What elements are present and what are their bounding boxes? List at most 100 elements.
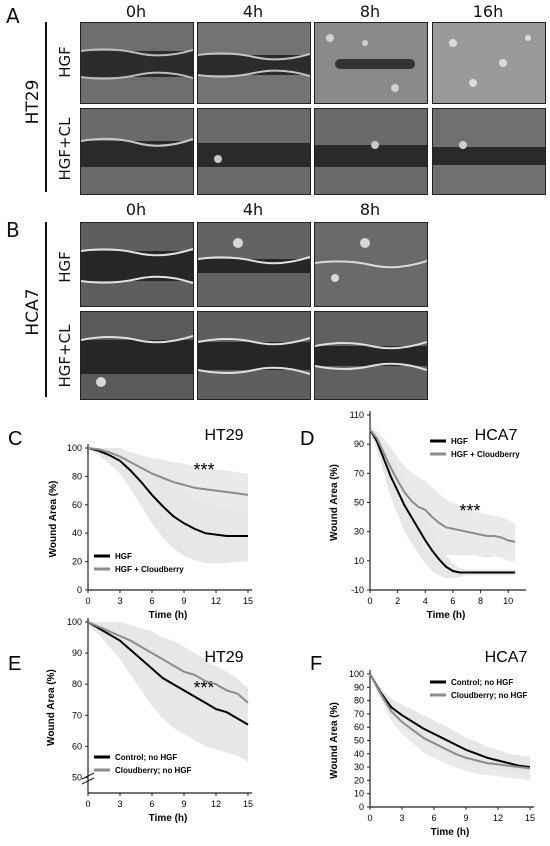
y-axis-label-c: Wound Area (%) bbox=[48, 481, 59, 558]
y-tick-label-c: 60 bbox=[72, 500, 82, 510]
y-tick-label-e: 90 bbox=[72, 648, 82, 658]
micrograph-b-hgfcl-8h bbox=[314, 311, 428, 400]
time-label-a-8h: 8h bbox=[359, 2, 381, 21]
x-tick-label-e: 15 bbox=[243, 799, 253, 809]
series-line-e-1 bbox=[87, 621, 249, 704]
legend-label-d-1: HGF + Cloudberry bbox=[451, 450, 520, 459]
micrograph-a-hgf-16h bbox=[432, 22, 546, 104]
y-tick-label-d: 70 bbox=[354, 468, 364, 478]
x-tick-label-d: 4 bbox=[423, 596, 428, 606]
micrograph-a-hgfcl-4h bbox=[197, 108, 311, 195]
y-tick-label-e: 50 bbox=[72, 772, 82, 782]
y-tick-label-d: 30 bbox=[354, 527, 364, 537]
y-axis-label-f: Wound Area (%) bbox=[329, 702, 340, 779]
time-label-b-8h: 8h bbox=[359, 200, 381, 219]
error-band-e-0 bbox=[88, 622, 248, 762]
micrograph-b-hgfcl-0h bbox=[80, 311, 194, 400]
y-tick-label-f: 50 bbox=[354, 736, 364, 746]
chart-title-d: HCA7 bbox=[475, 427, 518, 444]
error-band-f-1 bbox=[370, 674, 530, 781]
x-tick-label-e: 3 bbox=[117, 799, 122, 809]
legend-label-e-1: Cloudberry; no HGF bbox=[115, 766, 192, 775]
y-axis-label-e: Wound Area (%) bbox=[46, 669, 57, 746]
y-tick-label-c: 0 bbox=[77, 585, 82, 595]
chart-title-e: HT29 bbox=[204, 649, 243, 666]
x-tick-label-f: 9 bbox=[463, 813, 468, 823]
bracket-line-a bbox=[45, 22, 47, 192]
y-tick-label-f: 30 bbox=[354, 762, 364, 772]
x-tick-label-c: 0 bbox=[85, 596, 90, 606]
y-tick-label-f: 60 bbox=[354, 722, 364, 732]
panel-letter-d: D bbox=[300, 428, 314, 450]
x-tick-label-d: 2 bbox=[395, 596, 400, 606]
error-band-f-0 bbox=[370, 674, 530, 777]
axis-break-e-a bbox=[81, 772, 95, 780]
x-tick-label-e: 0 bbox=[85, 799, 90, 809]
x-tick-label-f: 0 bbox=[367, 813, 372, 823]
x-tick-label-e: 6 bbox=[149, 799, 154, 809]
series-line-e-0 bbox=[87, 621, 249, 726]
panel-letter-f: F bbox=[310, 653, 322, 675]
panel-letter-e: E bbox=[8, 653, 21, 675]
x-tick-label-c: 12 bbox=[211, 596, 221, 606]
y-tick-label-c: 100 bbox=[67, 443, 82, 453]
legend-label-c-1: HGF + Cloudberry bbox=[115, 565, 184, 574]
y-tick-label-e: 80 bbox=[72, 679, 82, 689]
y-tick-label-e: 60 bbox=[72, 741, 82, 751]
y-tick-label-f: 70 bbox=[354, 709, 364, 719]
series-line-f-0 bbox=[369, 673, 531, 769]
x-tick-label-c: 3 bbox=[117, 596, 122, 606]
x-tick-label-d: 6 bbox=[450, 596, 455, 606]
y-tick-label-c: 80 bbox=[72, 471, 82, 481]
micrograph-b-hgf-8h bbox=[314, 222, 428, 307]
micrograph-b-hgf-4h bbox=[197, 222, 311, 307]
x-tick-label-c: 9 bbox=[181, 596, 186, 606]
micrograph-a-hgf-8h bbox=[314, 22, 428, 104]
bracket-line-b bbox=[45, 222, 47, 397]
series-line-f-1 bbox=[369, 673, 531, 770]
y-tick-label-f: 90 bbox=[354, 682, 364, 692]
time-label-a-4h: 4h bbox=[242, 2, 264, 21]
series-line-c-1 bbox=[87, 447, 249, 496]
legend-label-c-0: HGF bbox=[115, 552, 132, 561]
y-tick-label-e: 70 bbox=[72, 710, 82, 720]
y-tick-label-c: 20 bbox=[72, 557, 82, 567]
micrograph-a-hgfcl-0h bbox=[80, 108, 194, 195]
time-label-a-0h: 0h bbox=[125, 2, 147, 21]
panel-letter-b: B bbox=[6, 218, 20, 242]
y-tick-label-c: 40 bbox=[72, 528, 82, 538]
x-axis-label-e: Time (h) bbox=[149, 813, 188, 824]
error-band-e-1 bbox=[88, 622, 248, 716]
micrograph-a-hgfcl-16h bbox=[432, 108, 546, 195]
panel-letter-c: C bbox=[8, 428, 22, 450]
significance-stars-d: *** bbox=[459, 501, 480, 521]
x-tick-label-f: 12 bbox=[493, 813, 503, 823]
x-tick-label-d: 0 bbox=[367, 596, 372, 606]
error-band-c-1 bbox=[88, 448, 248, 517]
series-line-d-1 bbox=[369, 428, 516, 543]
y-tick-label-f: 20 bbox=[354, 775, 364, 785]
micrograph-b-hgfcl-4h bbox=[197, 311, 311, 400]
axis-break-e-b bbox=[81, 777, 95, 785]
x-tick-label-c: 15 bbox=[243, 596, 253, 606]
x-tick-label-f: 6 bbox=[431, 813, 436, 823]
legend-label-d-0: HGF bbox=[451, 437, 468, 446]
chart-title-c: HT29 bbox=[204, 427, 243, 444]
micrograph-a-hgfcl-8h bbox=[314, 108, 428, 195]
time-label-b-4h: 4h bbox=[242, 200, 264, 219]
x-tick-label-e: 12 bbox=[211, 799, 221, 809]
x-tick-label-e: 9 bbox=[181, 799, 186, 809]
y-tick-label-f: 80 bbox=[354, 696, 364, 706]
chart-title-f: HCA7 bbox=[485, 649, 528, 666]
y-tick-label-d: 10 bbox=[354, 556, 364, 566]
series-line-c-0 bbox=[87, 447, 248, 537]
y-tick-label-f: 100 bbox=[349, 669, 364, 679]
y-tick-label-f: 40 bbox=[354, 749, 364, 759]
significance-stars-c: *** bbox=[193, 460, 214, 480]
y-tick-label-f: 0 bbox=[359, 802, 364, 812]
y-tick-label-e: 100 bbox=[67, 617, 82, 627]
x-tick-label-d: 8 bbox=[478, 596, 483, 606]
time-label-b-0h: 0h bbox=[125, 200, 147, 219]
x-tick-label-f: 3 bbox=[399, 813, 404, 823]
